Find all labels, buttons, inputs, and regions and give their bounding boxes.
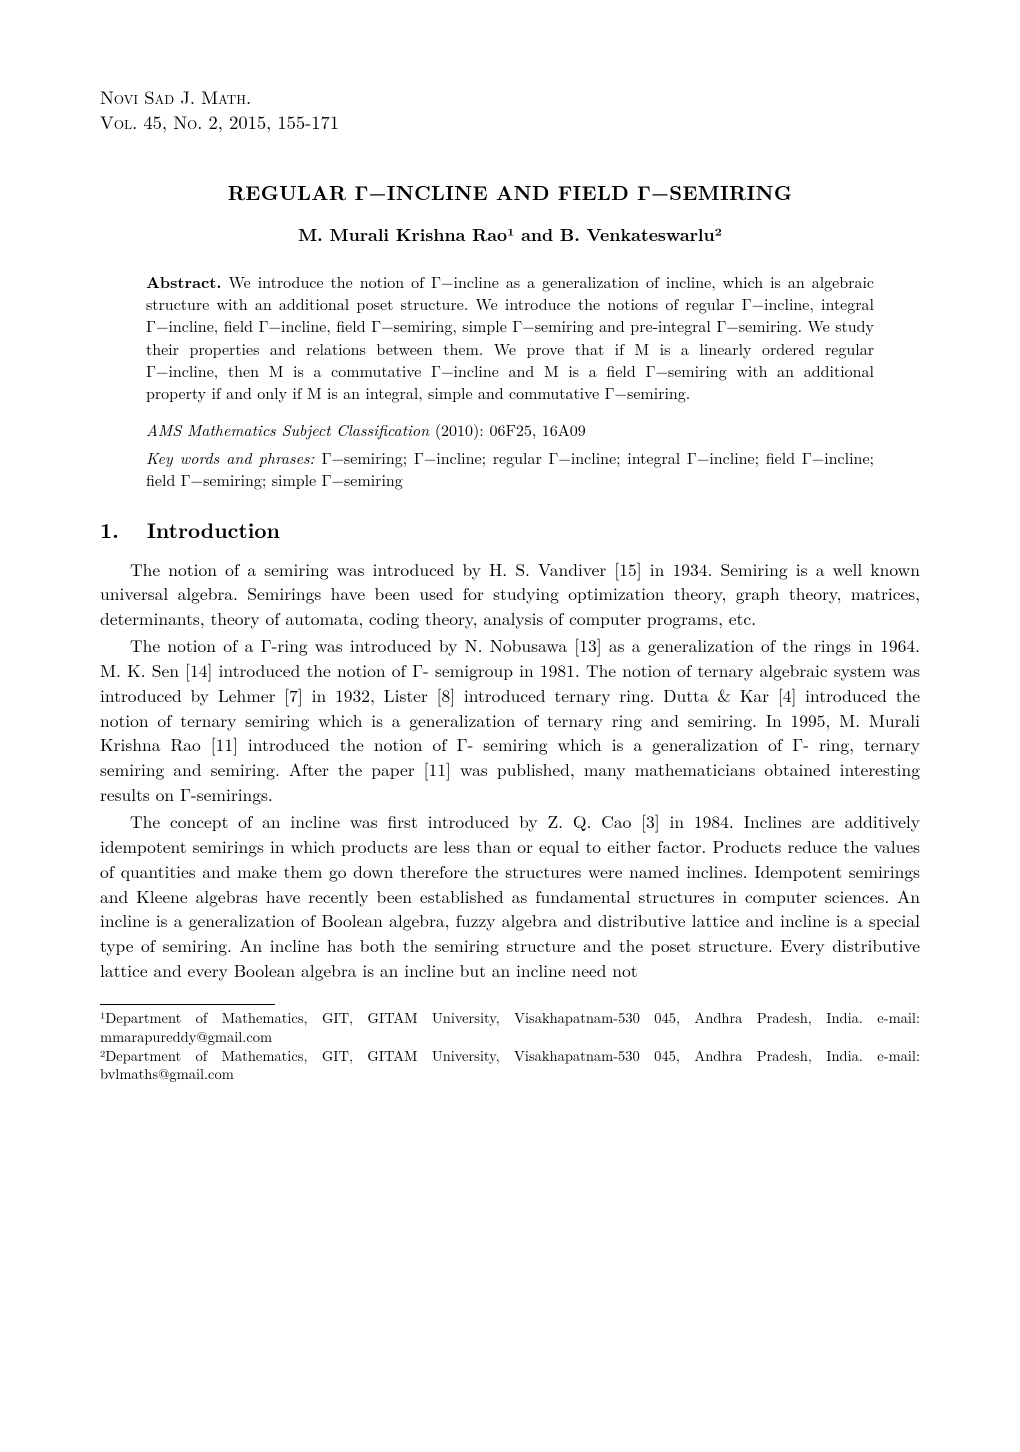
footnote-2: ²Department of Mathematics, GIT, GITAM U… xyxy=(100,1047,920,1085)
ams-year: (2010): xyxy=(435,418,484,441)
footnote-rule xyxy=(100,1004,275,1005)
footnote-1: ¹Department of Mathematics, GIT, GITAM U… xyxy=(100,1009,920,1047)
section-heading: 1. Introduction xyxy=(100,515,920,545)
abstract-label: Abstract. xyxy=(146,270,222,293)
abstract: Abstract. We introduce the notion of Γ−i… xyxy=(146,271,874,403)
ams-label: AMS Mathematics Subject Classification xyxy=(146,418,429,441)
body-paragraph-3: The concept of an incline was first intr… xyxy=(100,810,920,984)
ams-codes: 06F25, 16A09 xyxy=(489,418,585,441)
ams-classification: AMS Mathematics Subject Classification (… xyxy=(146,418,874,441)
section-number: 1. xyxy=(100,515,119,545)
journal-line-1: Novi Sad J. Math. xyxy=(100,85,920,110)
keywords-label: Key words and phrases: xyxy=(146,446,314,469)
authors: M. Murali Krishna Rao¹ and B. Venkateswa… xyxy=(100,222,920,247)
paper-title: REGULAR Γ−INCLINE AND FIELD Γ−SEMIRING xyxy=(100,177,920,206)
keywords: Key words and phrases: Γ−semiring; Γ−inc… xyxy=(146,447,874,491)
body-paragraph-2: The notion of a Γ-ring was introduced by… xyxy=(100,634,920,808)
body-paragraph-1: The notion of a semiring was introduced … xyxy=(100,558,920,633)
section-title: Introduction xyxy=(147,515,280,545)
journal-header: Novi Sad J. Math. Vol. 45, No. 2, 2015, … xyxy=(100,85,920,135)
abstract-text: We introduce the notion of Γ−incline as … xyxy=(146,270,874,403)
journal-line-2: Vol. 45, No. 2, 2015, 155-171 xyxy=(100,110,920,135)
